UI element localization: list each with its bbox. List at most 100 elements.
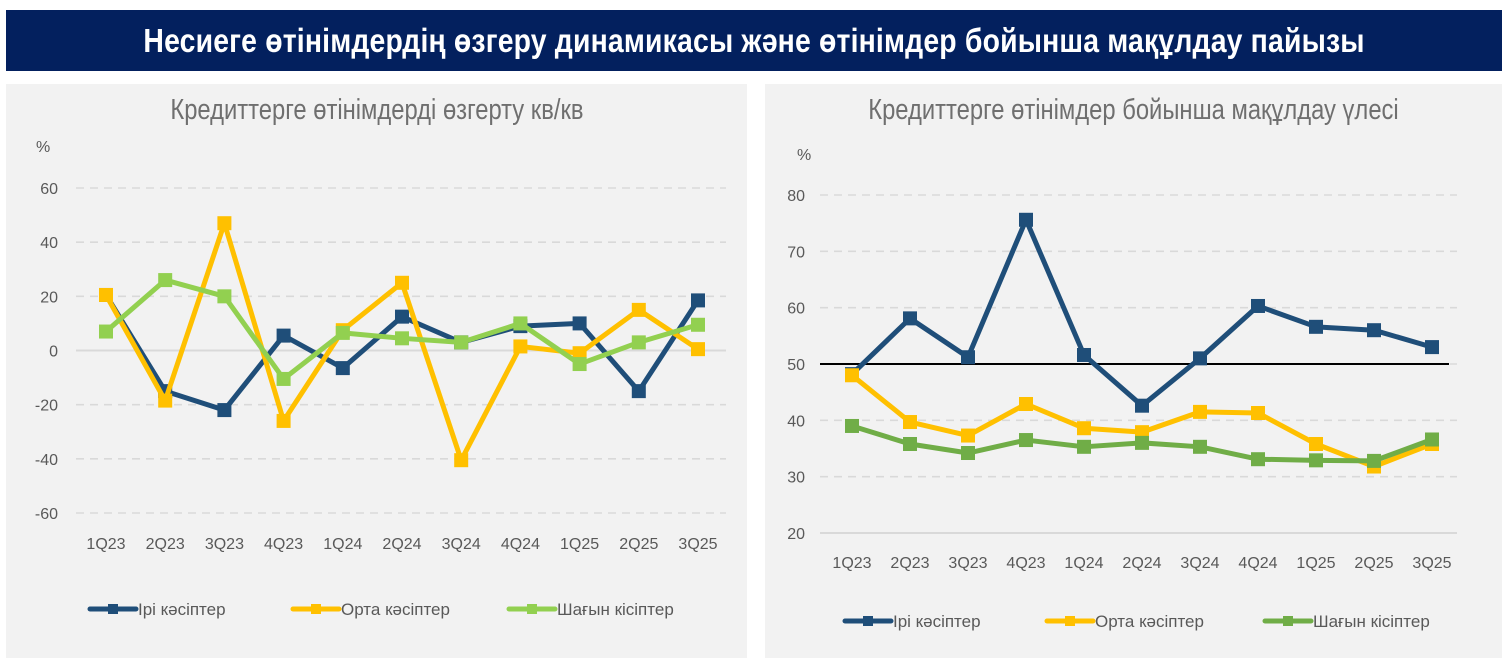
series-line — [850, 217, 1433, 409]
data-point-marker — [1425, 432, 1439, 447]
x-tick-label: 3Q24 — [1180, 555, 1219, 572]
x-tick-label: 3Q23 — [205, 536, 244, 553]
series-0 — [845, 212, 1439, 413]
data-point-marker — [1019, 212, 1033, 227]
data-point-marker — [845, 368, 859, 383]
x-tick-label: 1Q25 — [1296, 555, 1335, 572]
data-point-marker — [961, 428, 975, 443]
data-point-marker — [903, 311, 917, 326]
legend-label: Орта кәсіптер — [341, 600, 450, 619]
y-tick-label: 60 — [787, 301, 805, 318]
data-point-marker — [276, 371, 291, 386]
legend-item: Ірі кәсіптер — [842, 612, 981, 631]
x-tick-label: 3Q25 — [1412, 555, 1451, 572]
legend-label: Шағын кісіптер — [1313, 612, 1430, 631]
legend-label: Шағын кісіптер — [557, 600, 674, 619]
y-axis-unit-label: % — [36, 139, 50, 156]
data-point-marker — [1077, 421, 1091, 436]
x-tick-label: 3Q23 — [948, 555, 987, 572]
data-point-marker — [1019, 396, 1033, 411]
x-tick-label: 4Q23 — [264, 536, 303, 553]
data-point-marker — [513, 316, 528, 331]
x-tick-label: 1Q23 — [86, 536, 125, 553]
legend-label: Ірі кәсіптер — [893, 612, 981, 631]
data-point-marker — [1193, 404, 1207, 419]
banner-title: Несиеге өтінімдердің өзгеру динамикасы ж… — [143, 21, 1365, 59]
data-point-marker — [1135, 425, 1149, 440]
chart-applications-change: % 60 40 20 0 -20 -40 -60 1Q23 2Q23 3Q23 4Q23 1Q24 2Q2… — [35, 139, 726, 619]
x-tick-label: 2Q24 — [1122, 555, 1161, 572]
data-point-marker — [845, 418, 859, 433]
data-point-marker — [1019, 433, 1033, 448]
data-point-marker — [1193, 439, 1207, 454]
x-tick-label: 4Q24 — [501, 536, 540, 553]
x-tick-label: 4Q23 — [1006, 555, 1045, 572]
data-point-marker — [99, 324, 113, 339]
y-tick-label: 30 — [787, 470, 805, 487]
data-point-marker — [513, 339, 528, 354]
legend-marker-icon — [108, 604, 118, 614]
data-point-marker — [572, 316, 587, 331]
data-point-marker — [1309, 436, 1323, 451]
legend-marker-icon — [863, 616, 873, 626]
x-tick-label: 2Q25 — [619, 536, 658, 553]
legend-marker-icon — [527, 604, 537, 614]
data-point-marker — [1367, 323, 1381, 338]
data-point-marker — [631, 335, 646, 350]
data-point-marker — [1251, 298, 1265, 313]
y-tick-label: 40 — [787, 413, 805, 430]
x-tick-label: 1Q24 — [323, 536, 362, 553]
data-point-marker — [158, 393, 173, 408]
series-1 — [99, 216, 705, 468]
data-point-marker — [631, 384, 646, 399]
y-tick-label: 40 — [40, 235, 58, 252]
chart-title: Кредиттерге өтінімдер бойынша мақұлдау ү… — [868, 94, 1399, 126]
data-point-marker — [1193, 351, 1207, 366]
data-point-marker — [454, 453, 469, 468]
data-point-marker — [1251, 406, 1265, 421]
data-point-marker — [1077, 439, 1091, 454]
data-point-marker — [631, 302, 646, 317]
legend-item: Орта кәсіптер — [290, 600, 450, 619]
chart-panel-applications-change: Кредиттерге өтінімдерді өзгерту кв/кв % 6… — [6, 84, 747, 658]
x-tick-label: 3Q25 — [678, 536, 717, 553]
data-point-marker — [395, 275, 409, 290]
legend-item: Шағын кісіптер — [1262, 612, 1430, 631]
y-axis-unit-label: % — [797, 147, 811, 164]
legend-item: Орта кәсіптер — [1044, 612, 1204, 631]
data-point-marker — [1077, 347, 1091, 362]
data-point-marker — [1135, 435, 1149, 450]
x-tick-label: 2Q24 — [382, 536, 421, 553]
chart-approval-share: % 80 70 60 50 40 30 20 1Q23 2Q23 3Q23 4Q23 1Q24 2Q24 3… — [787, 147, 1457, 631]
data-point-marker — [276, 413, 291, 428]
page-banner: Несиеге өтінімдердің өзгеру динамикасы ж… — [6, 10, 1502, 71]
data-point-marker — [1425, 340, 1439, 355]
data-point-marker — [217, 216, 232, 231]
data-point-marker — [691, 293, 705, 308]
data-point-marker — [903, 436, 917, 451]
data-point-marker — [903, 415, 917, 430]
data-point-marker — [395, 331, 409, 346]
y-tick-label: 80 — [787, 188, 805, 205]
data-point-marker — [335, 361, 350, 376]
series-2 — [99, 273, 705, 386]
y-tick-label: 0 — [49, 344, 58, 361]
data-point-marker — [572, 357, 587, 372]
series-2 — [845, 418, 1439, 468]
x-tick-label: 4Q24 — [1238, 555, 1277, 572]
series-1 — [845, 368, 1439, 474]
data-point-marker — [1367, 453, 1381, 468]
data-point-marker — [961, 446, 975, 461]
x-tick-label: 1Q23 — [832, 555, 871, 572]
x-tick-label: 1Q25 — [560, 536, 599, 553]
chart-panel-approval-share: Кредиттерге өтінімдер бойынша мақұлдау ү… — [765, 84, 1502, 658]
data-point-marker — [961, 350, 975, 365]
data-point-marker — [395, 309, 409, 324]
y-tick-label: -60 — [35, 506, 58, 523]
data-point-marker — [158, 273, 173, 288]
x-tick-label: 2Q23 — [890, 555, 929, 572]
data-point-marker — [99, 287, 113, 302]
x-tick-label: 3Q24 — [442, 536, 481, 553]
data-point-marker — [691, 342, 705, 357]
data-point-marker — [1135, 398, 1149, 413]
